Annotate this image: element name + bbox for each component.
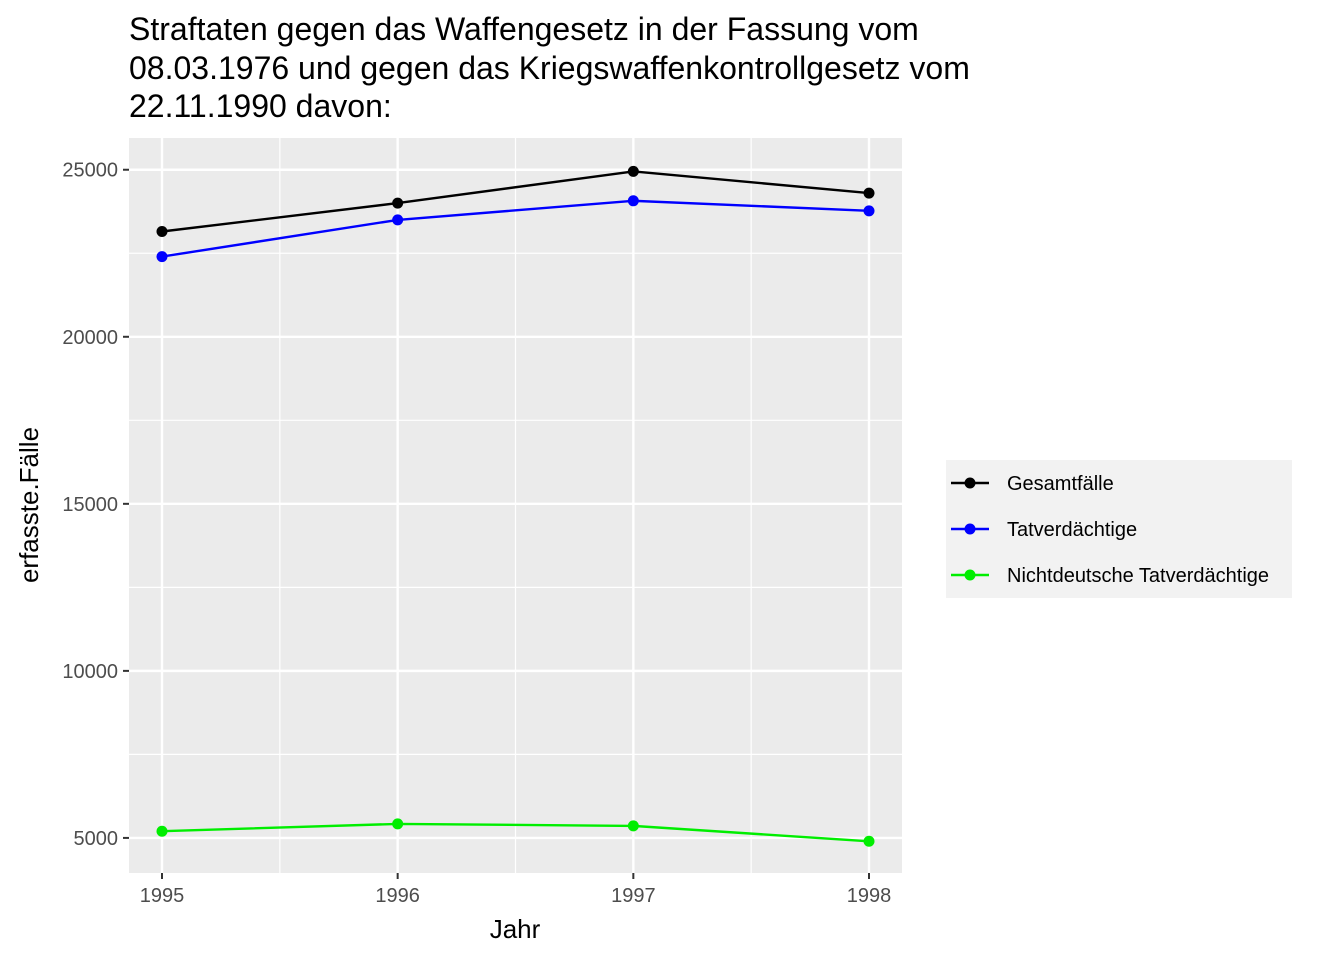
legend-label: Nichtdeutsche Tatverdächtige	[1007, 565, 1269, 587]
legend-key-point	[964, 523, 976, 535]
x-tick-label: 1995	[140, 885, 185, 907]
data-point	[392, 214, 404, 226]
data-point	[627, 165, 639, 177]
x-tick-label: 1997	[611, 885, 656, 907]
series-2	[156, 195, 875, 263]
series-line	[161, 170, 870, 233]
series-line	[161, 199, 870, 258]
x-tick-label: 1998	[847, 885, 892, 907]
x-axis-title: Jahr	[490, 914, 541, 944]
data-point	[156, 251, 168, 263]
data-point	[863, 835, 875, 847]
legend-item: Gesamtfälle	[951, 473, 1114, 495]
legend-label: Gesamtfälle	[1007, 473, 1114, 495]
y-tick-label: 25000	[62, 160, 118, 182]
title-line-2: 08.03.1976 und gegen das Kriegswaffenkon…	[129, 50, 970, 86]
data-point	[156, 825, 168, 837]
legend-key-point	[964, 569, 976, 581]
y-axis: 5000 10000 15000 20000 25000	[62, 160, 129, 850]
legend-background	[946, 460, 1292, 598]
y-tick-label: 5000	[74, 828, 119, 850]
legend: Gesamtfälle Tatverdächtige Nichtdeutsche T…	[946, 460, 1292, 598]
chart-title: Straftaten gegen das Waffengesetz in der…	[129, 11, 970, 124]
series-1	[156, 165, 875, 238]
data-point	[392, 818, 404, 830]
legend-key-point	[964, 477, 976, 489]
legend-item: Nichtdeutsche Tatverdächtige	[951, 565, 1269, 587]
series-lines	[156, 165, 875, 847]
data-point	[627, 195, 639, 207]
x-axis: 1995 1996 1997 1998	[140, 873, 892, 907]
data-point	[392, 197, 404, 209]
series-line	[161, 822, 870, 843]
series-3	[156, 818, 875, 847]
grid-lines	[129, 138, 902, 873]
data-point	[863, 187, 875, 199]
data-point	[863, 205, 875, 217]
legend-label: Tatverdächtige	[1007, 519, 1137, 541]
y-tick-label: 15000	[62, 494, 118, 516]
y-tick-label: 20000	[62, 327, 118, 349]
x-tick-label: 1996	[375, 885, 420, 907]
data-point	[627, 820, 639, 832]
data-point	[156, 226, 168, 238]
y-axis-title: erfasste.Fälle	[14, 427, 44, 583]
y-tick-label: 10000	[62, 661, 118, 683]
title-line-3: 22.11.1990 davon:	[129, 88, 392, 124]
legend-item: Tatverdächtige	[951, 519, 1137, 541]
title-line-1: Straftaten gegen das Waffengesetz in der…	[129, 11, 919, 47]
